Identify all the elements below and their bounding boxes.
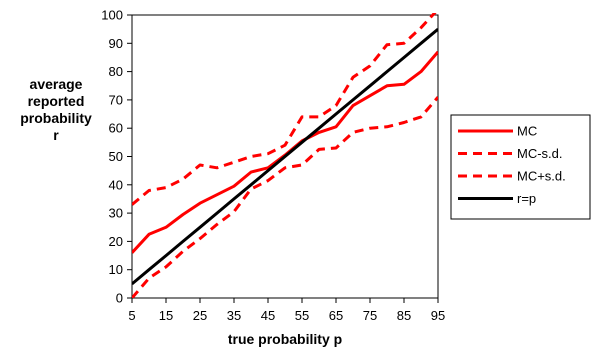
x-tick-label: 55: [295, 308, 309, 323]
legend-label: MC-s.d.: [517, 146, 563, 161]
x-tick-label: 15: [159, 308, 173, 323]
y-tick-label: 0: [116, 291, 123, 306]
y-axis-title-line: probability: [20, 110, 92, 126]
y-axis-title: average reported probability r: [20, 76, 92, 143]
y-tick-label: 20: [109, 234, 123, 249]
y-tick-label: 90: [109, 36, 123, 51]
y-tick-label: 40: [109, 177, 123, 192]
y-axis-title-line: r: [53, 127, 59, 143]
y-tick-label: 60: [109, 121, 123, 136]
x-axis-title: true probability p: [228, 331, 342, 347]
legend-label: MC+s.d.: [517, 169, 566, 184]
x-tick-label: 75: [363, 308, 377, 323]
series-line-mc: [132, 50, 438, 254]
legend-label: r=p: [517, 191, 536, 206]
x-tick-label: 25: [193, 308, 207, 323]
y-tick-label: 30: [109, 206, 123, 221]
series-line-mc-s-d-: [132, 13, 437, 206]
y-tick-label: 10: [109, 262, 123, 277]
series-line-mc-s-d-: [132, 96, 438, 298]
series-line-r-p: [132, 28, 438, 286]
axes: 0 10 20 30 40 50 60 70 80 90 100 5 15 25 35 45 55 65 75 85 9…: [101, 8, 445, 324]
y-axis-title-line: reported: [28, 93, 85, 109]
x-tick-label: 85: [397, 308, 411, 323]
y-tick-label: 50: [109, 149, 123, 164]
x-tick-label: 35: [227, 308, 241, 323]
y-tick-label: 100: [101, 8, 123, 23]
x-tick-label: 65: [329, 308, 343, 323]
y-tick-label: 70: [109, 92, 123, 107]
x-tick-label: 95: [431, 308, 445, 323]
series-layer: [132, 13, 438, 298]
y-axis-title-line: average: [30, 76, 83, 92]
y-tick-label: 80: [109, 64, 123, 79]
legend: MC MC-s.d. MC+s.d. r=p: [450, 114, 591, 220]
x-tick-label: 5: [128, 308, 135, 323]
legend-label: MC: [517, 124, 537, 139]
x-tick-label: 45: [261, 308, 275, 323]
